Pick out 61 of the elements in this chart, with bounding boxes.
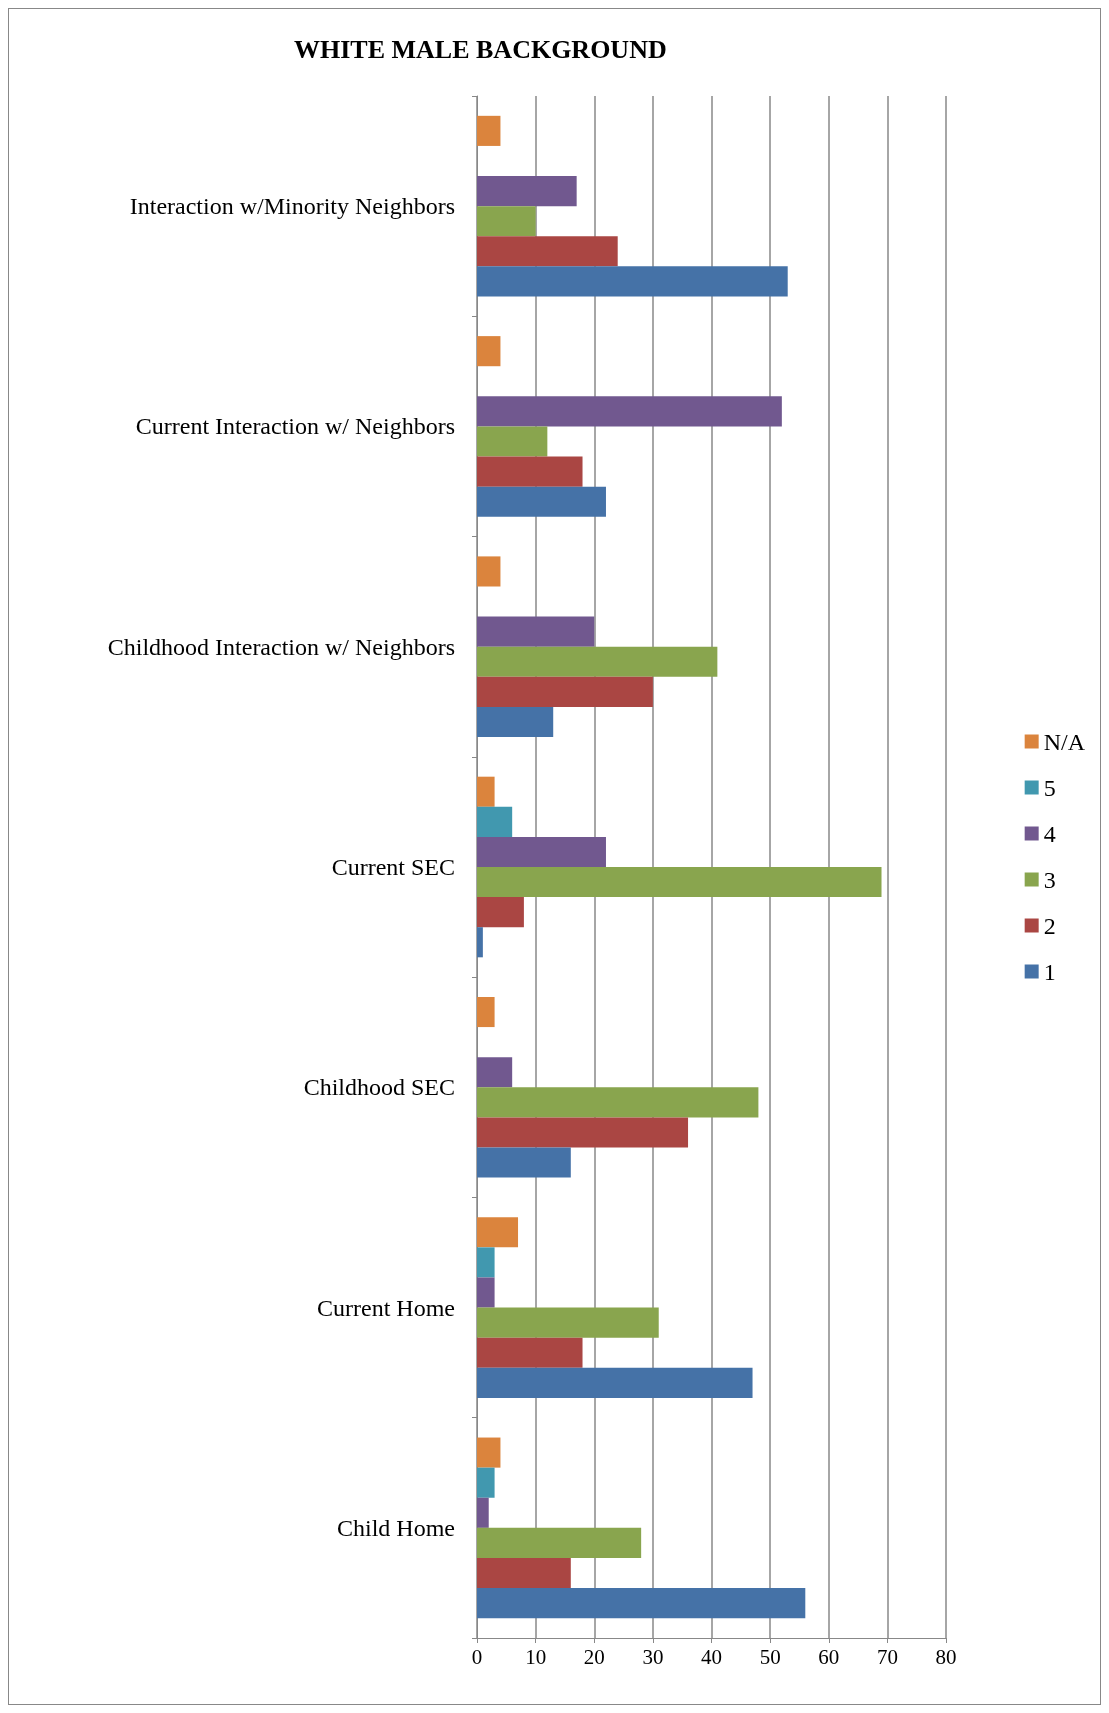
bar (477, 1277, 495, 1308)
x-tick-label: 80 (935, 1644, 957, 1669)
x-tick-label: 40 (701, 1644, 722, 1669)
bar (477, 867, 882, 898)
bar (477, 1527, 642, 1558)
bar (477, 646, 718, 677)
bar (477, 776, 495, 807)
bar (477, 996, 495, 1028)
bar (477, 456, 583, 487)
x-tick-label: 0 (471, 1644, 483, 1669)
bar (477, 1087, 759, 1118)
chart-title: WHITE MALE BACKGROUND (294, 34, 667, 64)
bar (477, 806, 513, 837)
bar (477, 236, 618, 267)
bar (477, 556, 501, 587)
bar (477, 115, 501, 146)
y-tick-label: Child Home (337, 1514, 455, 1541)
bar (477, 1437, 501, 1468)
bar (477, 1147, 571, 1178)
y-tick-label: Childhood SEC (303, 1074, 455, 1101)
legend-label: 3 (1043, 866, 1056, 893)
legend-label: 2 (1043, 912, 1056, 939)
bar (477, 927, 483, 958)
y-tick-label: Childhood Interaction w/ Neighbors (107, 633, 455, 660)
bar (477, 676, 653, 707)
legend-label: 1 (1043, 958, 1056, 985)
y-tick-label: Current SEC (331, 854, 455, 880)
x-tick-label: 10 (525, 1644, 547, 1669)
bar (477, 706, 554, 738)
bar (477, 426, 548, 457)
legend-label: N/A (1043, 728, 1086, 755)
bar (477, 1217, 519, 1248)
legend-label: 4 (1043, 820, 1056, 847)
bar (477, 1557, 571, 1589)
bar (477, 1497, 489, 1528)
bar (477, 1467, 495, 1498)
x-tick-label: 60 (818, 1644, 840, 1669)
bar (477, 836, 606, 867)
bar (477, 1307, 659, 1338)
bar (477, 206, 536, 237)
bar (477, 897, 524, 928)
bar (477, 1247, 495, 1278)
bar (477, 396, 782, 427)
bar (477, 266, 788, 297)
bar (477, 1057, 513, 1088)
legend-label: 5 (1043, 774, 1056, 801)
bar (477, 1117, 689, 1148)
y-tick-label: Current Home (317, 1294, 455, 1321)
bar (477, 336, 501, 367)
bar (477, 486, 606, 517)
x-tick-label: 50 (759, 1644, 781, 1669)
y-tick-label: Interaction w/Minority Neighbors (129, 193, 455, 220)
x-tick-label: 70 (876, 1644, 898, 1669)
bar (477, 176, 577, 207)
x-tick-label: 20 (583, 1644, 605, 1669)
bar (477, 1588, 806, 1619)
x-tick-label: 30 (642, 1644, 664, 1669)
bar (477, 1367, 753, 1398)
bar (477, 1337, 583, 1368)
bar (477, 616, 595, 647)
y-tick-label: Current Interaction w/ Neighbors (135, 413, 455, 440)
